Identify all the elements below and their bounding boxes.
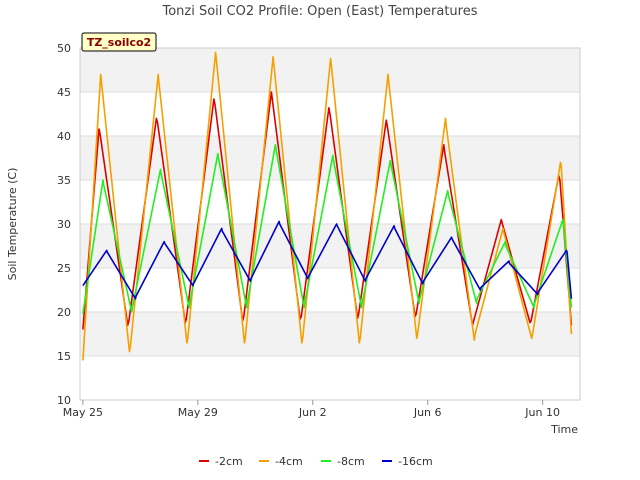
x-tick-label: May 29 — [178, 406, 218, 419]
plot-bands — [80, 48, 580, 356]
legend-label: -2cm — [215, 455, 243, 468]
x-axis-label: Time — [550, 423, 578, 436]
x-tick-label: Jun 10 — [524, 406, 560, 419]
chart-title: Tonzi Soil CO2 Profile: Open (East) Temp… — [161, 4, 477, 19]
y-tick-label: 30 — [57, 218, 71, 231]
x-tick-label: May 25 — [63, 406, 103, 419]
plot-frame — [79, 47, 581, 401]
x-tick-label: Jun 2 — [298, 406, 327, 419]
y-tick-label: 10 — [57, 394, 71, 407]
site-tag-box — [81, 32, 157, 52]
y-axis: 10 15 20 25 30 35 40 45 50 — [57, 42, 71, 407]
series-line-neg2cm — [82, 91, 573, 330]
x-tick-label: Jun 6 — [413, 406, 442, 419]
legend-label: -8cm — [337, 455, 365, 468]
series-line-neg16cm — [82, 220, 573, 300]
y-tick-label: 35 — [57, 174, 71, 187]
y-tick-label: 15 — [57, 350, 71, 363]
legend-label: -16cm — [398, 455, 433, 468]
legend-label: -4cm — [275, 455, 303, 468]
y-axis-label: Soil Temperature (C) — [6, 168, 19, 281]
site-tag-label: TZ_soilco2 — [87, 36, 151, 49]
y-tick-label: 45 — [57, 86, 71, 99]
plot-band — [80, 312, 580, 356]
series-lines — [82, 51, 573, 361]
y-tick-label: 25 — [57, 262, 71, 275]
series-line-neg4cm — [82, 51, 573, 361]
site-tag: TZ_soilco2 — [81, 32, 157, 52]
y-tick-label: 40 — [57, 130, 71, 143]
legend: -2cm -4cm -8cm -16cm — [199, 455, 433, 468]
y-tick-label: 20 — [57, 306, 71, 319]
x-axis: May 25 May 29 Jun 2 Jun 6 Jun 10 — [63, 400, 560, 419]
series-line-neg8cm — [82, 144, 573, 314]
y-tick-label: 50 — [57, 42, 71, 55]
